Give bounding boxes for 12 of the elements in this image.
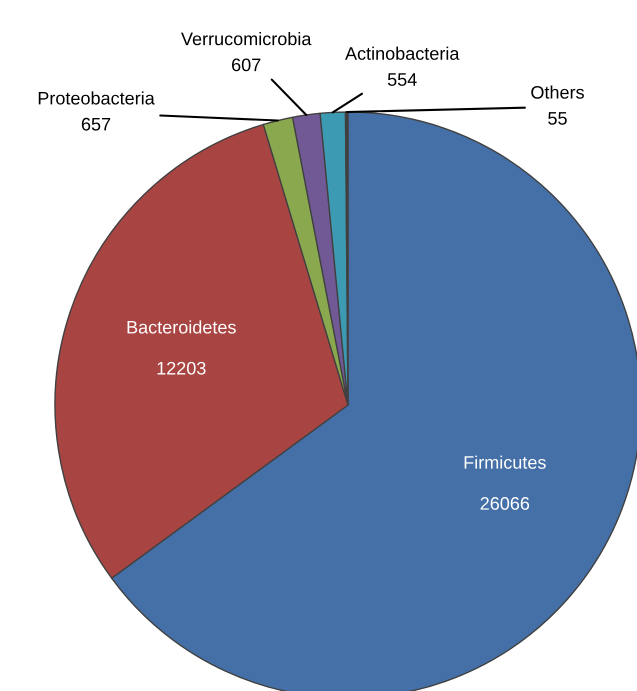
slice-label: Others bbox=[531, 85, 584, 99]
data-label: 554 bbox=[388, 73, 417, 86]
slice-label: Bacteroidetes bbox=[128, 320, 236, 334]
data-label: 607 bbox=[232, 58, 260, 72]
data-label: 26066 bbox=[480, 497, 530, 510]
slice-label: Firmicutes bbox=[464, 456, 546, 469]
slice-label: Verrucomicrobia bbox=[181, 32, 312, 46]
slice-label: Actinobacteria bbox=[345, 46, 460, 60]
data-label: 657 bbox=[82, 118, 110, 131]
data-label: 12203 bbox=[158, 362, 206, 375]
data-label: 55 bbox=[548, 112, 567, 125]
slice-label: Proteobacteria bbox=[38, 91, 155, 105]
